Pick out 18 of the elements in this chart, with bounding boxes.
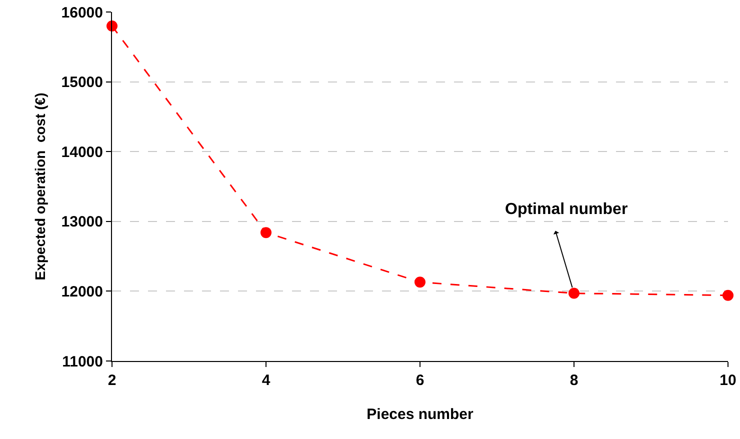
- y-tick-label: 13000: [61, 214, 103, 231]
- y-tick-label: 14000: [61, 144, 103, 161]
- x-tick-label: 8: [570, 372, 578, 389]
- y-tick-label: 15000: [61, 74, 103, 92]
- x-axis-title: Pieces number: [366, 406, 474, 423]
- point: [414, 276, 426, 288]
- annotation: Optimal number: [505, 201, 628, 218]
- y-tick-label: 16000: [61, 4, 103, 22]
- x-tick-label: 2: [108, 372, 116, 389]
- x-tick-label: 4: [262, 372, 271, 389]
- y-axis-title: Expected operation cost (€): [32, 92, 48, 280]
- point: [722, 290, 734, 301]
- y-tick-label: 11000: [62, 353, 103, 370]
- point: [568, 288, 580, 299]
- x-tick-label: 10: [720, 372, 736, 389]
- y-tick-label: 12000: [61, 283, 103, 300]
- x-tick-label: 6: [416, 372, 424, 389]
- point: [260, 227, 272, 238]
